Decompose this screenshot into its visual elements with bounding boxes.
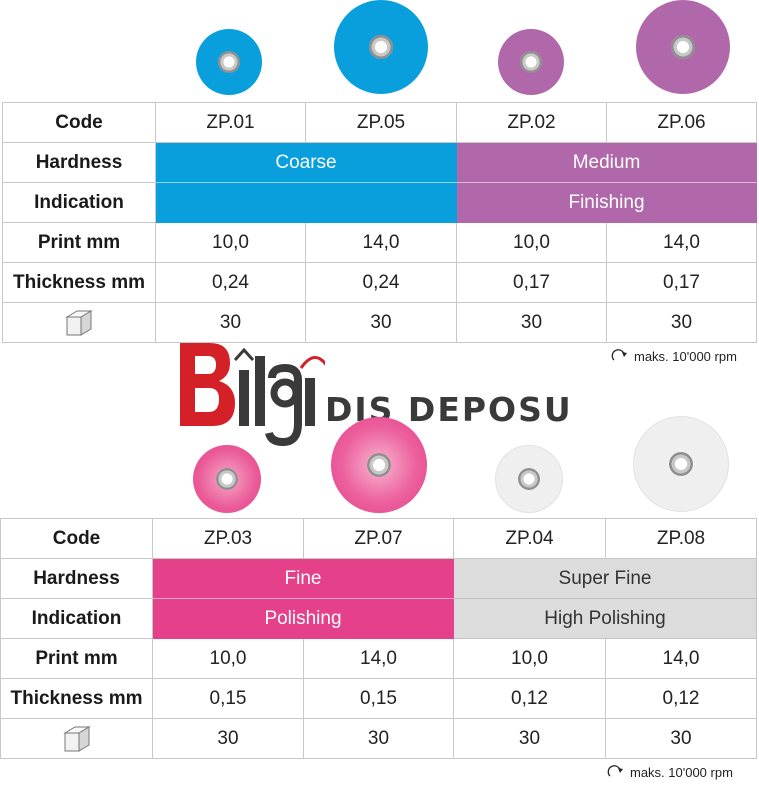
thickness-cell: 0,24	[155, 262, 306, 303]
disc-zp08	[633, 416, 729, 512]
code-cell: ZP.04	[453, 518, 606, 559]
thickness-label: Thickness mm	[2, 262, 156, 303]
code-label: Code	[0, 518, 153, 559]
disc-zp04	[495, 445, 563, 513]
thickness-cell: 0,24	[305, 262, 457, 303]
indication-polishing: Polishing	[152, 598, 454, 639]
hardness-coarse: Coarse	[155, 142, 457, 183]
print-cell: 10,0	[152, 638, 304, 679]
rotation-arrow-icon	[607, 765, 623, 777]
rpm-note-bottom: maks. 10'000 rpm	[606, 764, 733, 780]
thickness-label: Thickness mm	[0, 678, 153, 719]
disc-zp01	[196, 29, 262, 95]
print-cell: 14,0	[305, 222, 457, 263]
logo: DIŞ DEPOSU	[175, 338, 585, 458]
print-cell: 14,0	[303, 638, 454, 679]
disc-zp06	[636, 0, 730, 94]
code-cell: ZP.01	[155, 102, 306, 143]
print-cell: 14,0	[605, 638, 757, 679]
disc-zp07	[331, 417, 427, 513]
quantity-cell: 30	[152, 718, 304, 759]
quantity-label	[0, 718, 153, 759]
hardness-medium: Medium	[456, 142, 757, 183]
indication-coarse	[155, 182, 457, 223]
thickness-cell: 0,15	[152, 678, 304, 719]
code-cell: ZP.07	[303, 518, 454, 559]
print-cell: 10,0	[155, 222, 306, 263]
hardness-label: Hardness	[2, 142, 156, 183]
quantity-cell: 30	[303, 718, 454, 759]
thickness-cell: 0,17	[456, 262, 607, 303]
disc-hole-icon	[367, 453, 391, 477]
disc-zp05	[334, 0, 428, 94]
box-icon	[62, 725, 91, 752]
disc-zp03	[193, 445, 261, 513]
rotation-arrow-icon	[611, 349, 627, 361]
hardness-super-fine: Super Fine	[453, 558, 757, 599]
quantity-label	[2, 302, 156, 343]
quantity-cell: 30	[305, 302, 457, 343]
hardness-label: Hardness	[0, 558, 153, 599]
thickness-cell: 0,17	[606, 262, 757, 303]
disc-hole-icon	[669, 452, 693, 476]
quantity-cell: 30	[453, 718, 606, 759]
box-icon	[65, 309, 93, 336]
print-cell: 14,0	[606, 222, 757, 263]
rpm-note-top: maks. 10'000 rpm	[610, 348, 737, 364]
rpm-text: maks. 10'000 rpm	[634, 348, 737, 364]
disc-hole-icon	[671, 35, 695, 59]
indication-label: Indication	[0, 598, 153, 639]
spec-table-bottom: Code ZP.03 ZP.07 ZP.04 ZP.08 Hardness Fi…	[0, 518, 757, 759]
rpm-text: maks. 10'000 rpm	[630, 764, 733, 780]
indication-finishing: Finishing	[456, 182, 757, 223]
print-cell: 10,0	[453, 638, 606, 679]
code-cell: ZP.03	[152, 518, 304, 559]
quantity-cell: 30	[605, 718, 757, 759]
code-cell: ZP.02	[456, 102, 607, 143]
thickness-cell: 0,12	[605, 678, 757, 719]
spec-table-top: Code ZP.01 ZP.05 ZP.02 ZP.06 Hardness Co…	[2, 102, 757, 343]
disc-hole-icon	[518, 468, 540, 490]
thickness-cell: 0,12	[453, 678, 606, 719]
disc-zp02	[498, 29, 564, 95]
disc-hole-icon	[218, 51, 240, 73]
print-label: Print mm	[0, 638, 153, 679]
code-cell: ZP.08	[605, 518, 757, 559]
hardness-fine: Fine	[152, 558, 454, 599]
indication-high-polishing: High Polishing	[453, 598, 757, 639]
quantity-cell: 30	[155, 302, 306, 343]
quantity-cell: 30	[606, 302, 757, 343]
print-cell: 10,0	[456, 222, 607, 263]
code-cell: ZP.06	[606, 102, 757, 143]
code-label: Code	[2, 102, 156, 143]
indication-label: Indication	[2, 182, 156, 223]
code-cell: ZP.05	[305, 102, 457, 143]
logo-mark-icon	[180, 343, 325, 447]
quantity-cell: 30	[456, 302, 607, 343]
disc-hole-icon	[520, 51, 542, 73]
print-label: Print mm	[2, 222, 156, 263]
disc-hole-icon	[216, 468, 238, 490]
thickness-cell: 0,15	[303, 678, 454, 719]
disc-hole-icon	[369, 35, 393, 59]
